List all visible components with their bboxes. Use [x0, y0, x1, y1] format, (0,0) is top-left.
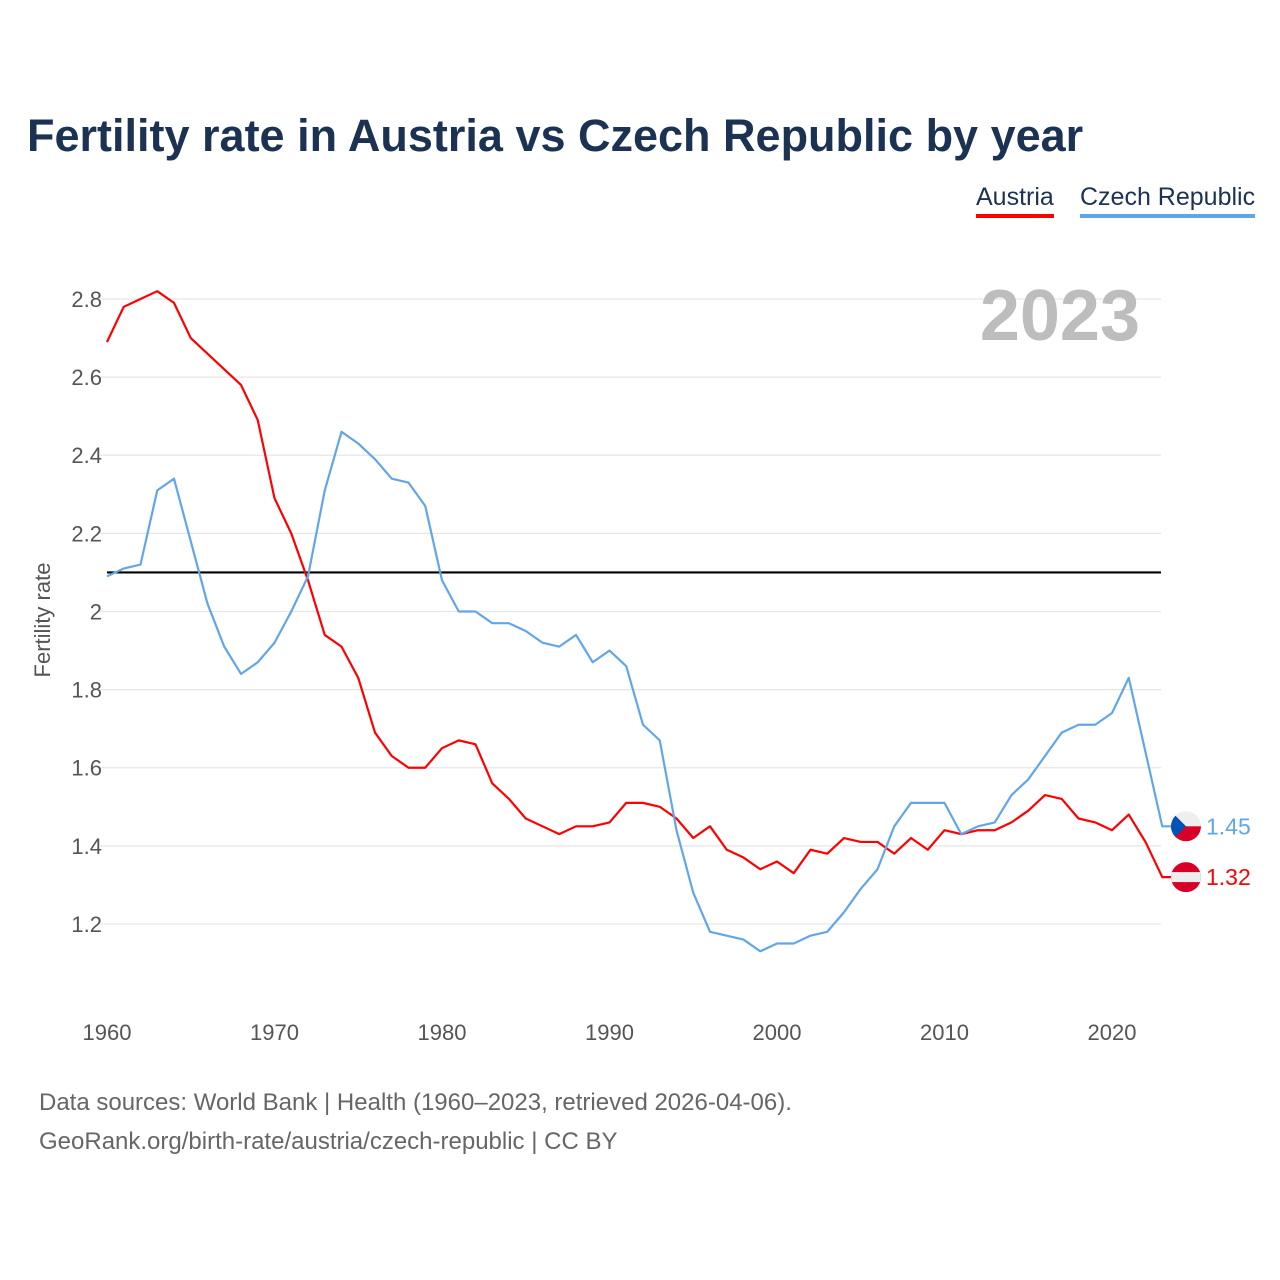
- footer-link[interactable]: GeoRank.org/birth-rate/austria/czech-rep…: [39, 1128, 618, 1155]
- y-tick-label: 2.4: [71, 443, 102, 468]
- x-tick-label: 2000: [753, 1020, 802, 1045]
- y-tick-label: 2.8: [71, 287, 102, 312]
- y-tick-label: 2: [90, 599, 102, 624]
- x-tick-label: 1990: [585, 1020, 634, 1045]
- end-value-label: 1.32: [1206, 864, 1251, 890]
- y-tick-label: 1.4: [71, 834, 102, 859]
- y-tick-label: 2.2: [71, 521, 102, 546]
- x-tick-label: 1970: [250, 1020, 299, 1045]
- year-watermark: 2023: [980, 276, 1140, 356]
- y-axis-label: Fertility rate: [30, 563, 55, 678]
- legend-czech-republic[interactable]: Czech Republic: [1080, 183, 1256, 218]
- end-value-label: 1.45: [1206, 813, 1251, 839]
- series-line-czech-republic: [106, 430, 1175, 953]
- czech-flag-icon: [1171, 811, 1201, 842]
- y-tick-label: 1.2: [71, 912, 102, 937]
- legend-austria[interactable]: Austria: [976, 183, 1054, 218]
- x-tick-label: 1980: [418, 1020, 467, 1045]
- x-tick-label: 2010: [920, 1020, 969, 1045]
- series-line-austria: [106, 290, 1175, 879]
- y-tick-label: 1.6: [71, 756, 102, 781]
- chart-title: Fertility rate in Austria vs Czech Repub…: [27, 110, 1084, 161]
- austria-flag-icon: [1171, 862, 1201, 893]
- x-tick-label: 2020: [1088, 1020, 1137, 1045]
- footer-sources: Data sources: World Bank | Health (1960–…: [39, 1089, 792, 1116]
- y-tick-label: 2.6: [71, 365, 102, 390]
- x-tick-label: 1960: [83, 1020, 132, 1045]
- y-tick-label: 1.8: [71, 678, 102, 703]
